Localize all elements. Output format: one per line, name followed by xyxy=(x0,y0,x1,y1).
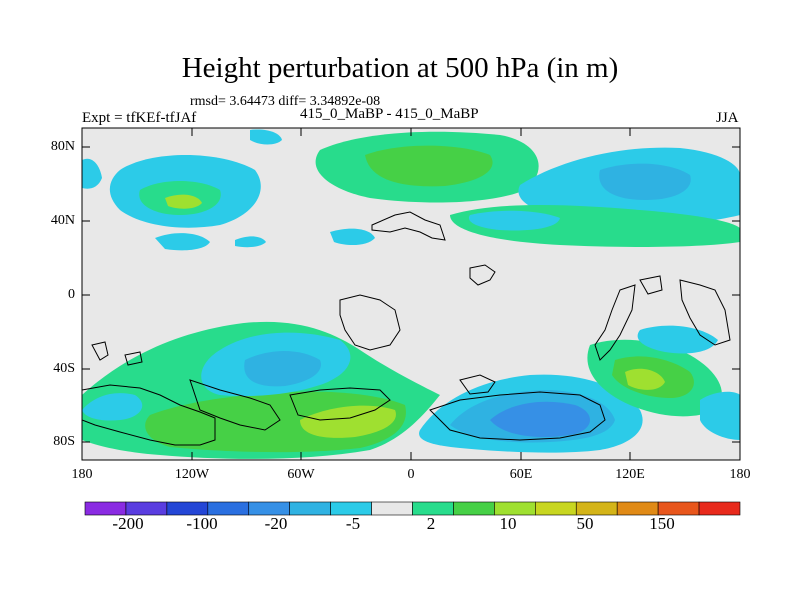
contour-cyan-farright xyxy=(700,391,740,440)
longitude-tick-marks xyxy=(81,128,741,460)
contour-cyan-northwest-edge xyxy=(82,158,102,189)
lon-tick-label: 60E xyxy=(509,467,533,482)
lon-tick-label: 180 xyxy=(729,467,751,482)
contour-yellowgreen-south xyxy=(300,405,396,438)
lat-tick-label: 80S xyxy=(53,434,75,449)
lat-tick-label: 0 xyxy=(68,287,75,302)
colorbar-tick-label: -5 xyxy=(345,514,361,533)
season-label: JJA xyxy=(716,110,739,126)
lon-tick-label: 60W xyxy=(287,467,315,482)
colorbar-tick-label: 150 xyxy=(649,514,675,533)
colorbar-tick-label: 50 xyxy=(576,514,594,533)
lon-tick-label: 0 xyxy=(407,467,415,482)
contour-yellowgreen-north-left xyxy=(165,194,202,209)
contour-green2-north-center xyxy=(365,145,493,187)
lat-tick-label: 80N xyxy=(50,139,75,154)
colorbar-tick-label: -200 xyxy=(112,514,144,533)
contour-blue-southwest xyxy=(244,351,321,387)
lon-tick-label: 180 xyxy=(71,467,93,482)
colorbar-tick-label: 10 xyxy=(499,514,517,533)
contour-blue-southeast xyxy=(490,401,590,438)
stats-label: rmsd= 3.64473 diff= 3.34892e-08 xyxy=(190,94,381,109)
contour-cyan-south-left xyxy=(82,393,143,421)
lon-tick-label: 120E xyxy=(615,467,645,482)
coastline-outlines xyxy=(82,211,731,446)
contour-cyan-north-small2 xyxy=(235,236,266,248)
contour-cyan-north-right-inner xyxy=(468,210,560,231)
contour-field xyxy=(82,128,740,460)
colorbar-tick-label: -100 xyxy=(186,514,218,533)
latitude-tick-marks xyxy=(82,146,740,443)
contour-midblue-north-right xyxy=(599,163,691,200)
contour-cyan-north-center-small xyxy=(330,228,375,246)
map-title: Height perturbation at 500 hPa (in m) xyxy=(181,52,619,84)
contour-yellowgreen-east xyxy=(625,368,665,390)
contour-cyan-east-upper xyxy=(637,325,718,354)
colorbar xyxy=(84,501,741,516)
lat-tick-label: 40N xyxy=(50,213,75,228)
lon-tick-label: 120W xyxy=(174,467,210,482)
colorbar-tick-label: 2 xyxy=(426,514,436,533)
center-label: 415_0_MaBP - 415_0_MaBP xyxy=(300,106,479,122)
contour-cyan-north-top xyxy=(250,129,282,145)
colorbar-tick-label: -20 xyxy=(264,514,288,533)
experiment-label: Expt = tfKEf-tfJAf xyxy=(82,110,197,126)
lat-tick-label: 40S xyxy=(53,361,75,376)
colorbar-swatch xyxy=(698,501,741,516)
contour-cyan-north-small xyxy=(155,233,210,251)
